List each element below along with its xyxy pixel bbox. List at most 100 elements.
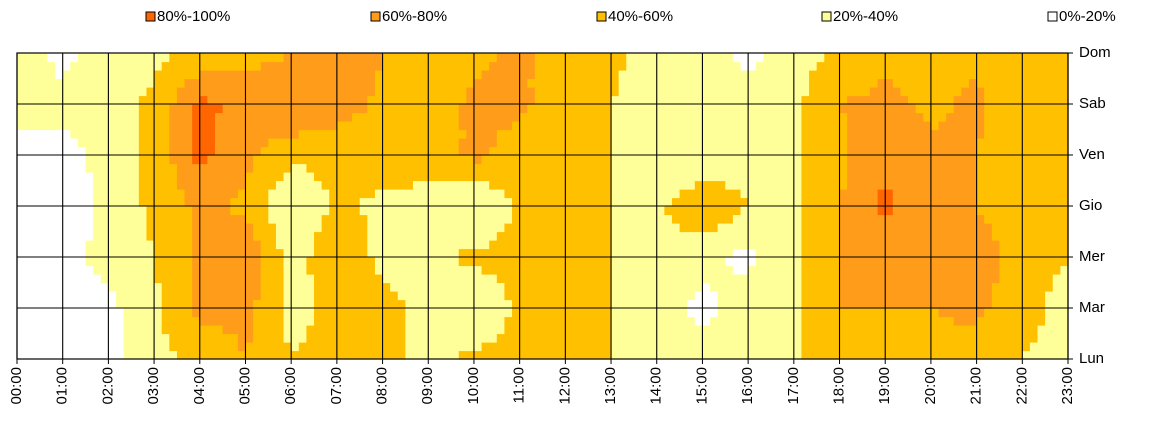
contour-cell <box>207 350 216 360</box>
contour-cell <box>268 112 277 122</box>
contour-cell <box>572 155 582 165</box>
contour-cell <box>671 87 681 97</box>
contour-cell <box>291 325 300 335</box>
contour-cell <box>481 70 490 80</box>
contour-cell <box>55 95 64 105</box>
contour-cell <box>603 325 612 335</box>
contour-cell <box>413 299 422 309</box>
contour-cell <box>275 146 285 156</box>
contour-cell <box>146 342 155 352</box>
contour-cell <box>816 350 825 360</box>
contour-cell <box>984 61 993 71</box>
contour-cell <box>298 333 308 343</box>
contour-cell <box>39 104 49 114</box>
contour-cell <box>595 308 605 318</box>
contour-cell <box>580 282 589 292</box>
contour-cell <box>405 274 414 284</box>
contour-cell <box>527 248 536 258</box>
contour-cell <box>321 180 330 190</box>
contour-cell <box>435 274 445 284</box>
contour-cell <box>123 121 132 131</box>
contour-cell <box>496 308 506 318</box>
contour-cell <box>839 189 848 199</box>
contour-cell <box>283 223 292 233</box>
contour-cell <box>32 299 41 309</box>
contour-cell <box>108 350 117 360</box>
contour-cell <box>671 248 681 258</box>
contour-cell <box>953 299 962 309</box>
contour-cell <box>116 291 125 301</box>
contour-cell <box>1045 350 1054 360</box>
contour-cell <box>824 350 833 360</box>
contour-cell <box>671 308 681 318</box>
contour-cell <box>580 180 589 190</box>
contour-cell <box>146 121 155 131</box>
contour-cell <box>710 138 719 148</box>
contour-cell <box>611 214 620 224</box>
contour-cell <box>169 206 178 216</box>
contour-cell <box>1037 197 1046 207</box>
contour-cell <box>215 333 224 343</box>
contour-cell <box>923 316 932 326</box>
contour-cell <box>100 146 109 156</box>
contour-cell <box>542 104 551 114</box>
contour-cell <box>633 53 643 63</box>
contour-cell <box>892 206 902 216</box>
contour-cell <box>245 333 254 343</box>
contour-cell <box>192 265 201 275</box>
contour-cell <box>527 316 536 326</box>
contour-cell <box>161 61 170 71</box>
contour-cell <box>116 231 125 241</box>
contour-cell <box>1045 248 1054 258</box>
contour-cell <box>824 308 833 318</box>
contour-cell <box>991 240 1001 250</box>
contour-cell <box>588 53 597 63</box>
contour-cell <box>649 112 658 122</box>
contour-cell <box>793 214 803 224</box>
contour-cell <box>1037 257 1046 267</box>
contour-cell <box>230 342 239 352</box>
contour-cell <box>976 333 985 343</box>
contour-cell <box>847 189 856 199</box>
contour-cell <box>572 180 582 190</box>
contour-cell <box>1029 299 1039 309</box>
contour-cell <box>329 163 338 173</box>
contour-cell <box>626 274 635 284</box>
contour-cell <box>839 112 848 122</box>
contour-cell <box>336 95 346 105</box>
contour-cell <box>831 129 841 139</box>
contour-cell <box>298 231 308 241</box>
contour-cell <box>618 291 627 301</box>
contour-cell <box>778 53 787 63</box>
contour-cell <box>664 342 673 352</box>
contour-cell <box>336 350 346 360</box>
contour-cell <box>603 240 612 250</box>
contour-cell <box>428 291 437 301</box>
contour-cell <box>169 53 178 63</box>
contour-cell <box>283 129 292 139</box>
contour-cell <box>565 350 574 360</box>
contour-cell <box>222 282 231 292</box>
contour-cell <box>633 231 643 241</box>
contour-cell <box>999 155 1008 165</box>
contour-cell <box>405 146 414 156</box>
contour-cell <box>732 121 742 131</box>
contour-cell <box>953 163 962 173</box>
contour-cell <box>374 172 384 182</box>
contour-cell <box>664 121 673 131</box>
contour-cell <box>321 163 330 173</box>
contour-cell <box>984 342 993 352</box>
contour-cell <box>154 138 163 148</box>
contour-cell <box>961 325 970 335</box>
contour-cell <box>793 87 803 97</box>
contour-cell <box>1037 70 1046 80</box>
contour-cell <box>116 274 125 284</box>
contour-cell <box>207 325 216 335</box>
contour-cell <box>481 240 490 250</box>
contour-cell <box>382 189 391 199</box>
contour-cell <box>801 257 810 267</box>
contour-cell <box>694 104 704 114</box>
contour-cell <box>1052 146 1061 156</box>
contour-cell <box>489 342 498 352</box>
contour-cell <box>451 172 460 182</box>
